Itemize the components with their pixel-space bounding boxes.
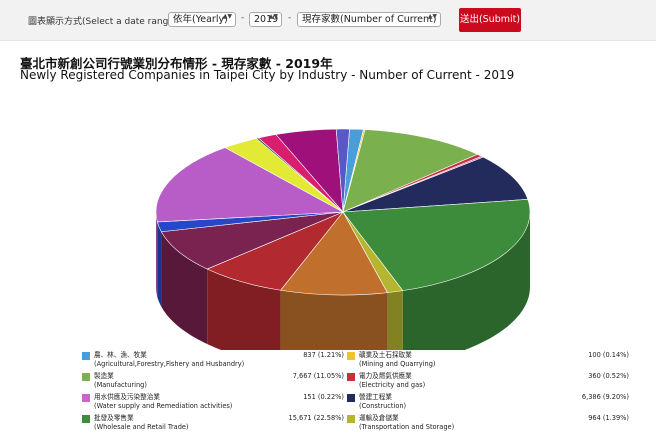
legend-label-en: (Construction) bbox=[359, 402, 407, 410]
pie-slice-side bbox=[387, 290, 403, 350]
legend-label-zh: 農、林、漁、牧業 bbox=[94, 351, 147, 359]
year-select-value: 2019 bbox=[254, 14, 279, 25]
pie-slice[interactable] bbox=[342, 129, 479, 213]
legend-value: 151 (0.22%) bbox=[303, 393, 344, 401]
legend-label-en: (Electricity and gas) bbox=[359, 381, 426, 389]
pie-slice-side bbox=[402, 212, 530, 350]
pie-slice[interactable] bbox=[155, 147, 345, 223]
period-select[interactable]: 依年(Yearly) ▲▼ bbox=[168, 12, 236, 27]
legend-label-en: (Mining and Quarrying) bbox=[359, 360, 436, 368]
legend-label-zh: 用水供應及污染整治業 bbox=[94, 393, 160, 401]
legend-item: 電力及燃氣供應業 (Electricity and gas) 360 (0.52%) bbox=[347, 371, 637, 391]
legend-swatch bbox=[347, 373, 355, 381]
separator: - bbox=[288, 13, 292, 23]
legend-item: 營建工程業 (Construction) 6,386 (9.20%) bbox=[347, 392, 637, 412]
pie-slice[interactable] bbox=[280, 211, 388, 296]
pie-slice-side bbox=[280, 290, 388, 350]
legend-swatch bbox=[82, 415, 90, 423]
chart-subtitle: Newly Registered Companies in Taipei Cit… bbox=[20, 68, 515, 82]
legend-item: 批發及零售業 (Wholesale and Retail Trade) 15,671… bbox=[82, 413, 344, 433]
separator: - bbox=[241, 13, 245, 23]
measure-select-value: 現存家數(Number of Current) bbox=[302, 14, 437, 25]
legend-label-en: (Transportation and Storage) bbox=[359, 423, 455, 431]
legend-value: 7,667 (11.05%) bbox=[292, 372, 344, 380]
year-select[interactable]: 2019 ▲▼ bbox=[249, 12, 282, 27]
pie-chart bbox=[155, 128, 531, 350]
pie-slice[interactable] bbox=[342, 199, 531, 291]
legend-value: 6,386 (9.20%) bbox=[581, 393, 629, 401]
legend-label-zh: 運輸及倉儲業 bbox=[359, 414, 399, 422]
pie-slice-side bbox=[161, 231, 208, 344]
legend-swatch bbox=[347, 415, 355, 423]
pie-slice[interactable] bbox=[342, 156, 529, 213]
legend-item: 運輸及倉儲業 (Transportation and Storage) 964 (1… bbox=[347, 413, 637, 433]
legend-swatch bbox=[82, 352, 90, 360]
chart-title: 臺北市新創公司行號業別分布情形 - 現存家數 - 2019年 bbox=[20, 56, 333, 71]
legend-value: 100 (0.14%) bbox=[588, 351, 629, 359]
legend-label-zh: 製造業 bbox=[94, 372, 114, 380]
submit-button[interactable]: 送出(Submit) bbox=[459, 8, 521, 32]
legend-swatch bbox=[347, 394, 355, 402]
legend-item: 用水供應及污染整治業 (Water supply and Remediation … bbox=[82, 392, 344, 412]
measure-select[interactable]: 現存家數(Number of Current) ▲▼ bbox=[297, 12, 441, 27]
filter-toolbar: 圖表顯示方式(Select a date range) : 依年(Yearly)… bbox=[0, 0, 656, 41]
measure-select-arrow-icon: ▲▼ bbox=[427, 13, 437, 20]
legend-label-zh: 營建工程業 bbox=[359, 393, 392, 401]
legend-value: 837 (1.21%) bbox=[303, 351, 344, 359]
legend-swatch bbox=[82, 394, 90, 402]
legend-label-en: (Wholesale and Retail Trade) bbox=[94, 423, 189, 431]
legend-label-zh: 電力及燃氣供應業 bbox=[359, 372, 412, 380]
legend-value: 964 (1.39%) bbox=[588, 414, 629, 422]
pie-slice-side bbox=[157, 221, 162, 307]
legend-label-en: (Manufacturing) bbox=[94, 381, 147, 389]
date-range-label: 圖表顯示方式(Select a date range) : bbox=[28, 17, 184, 27]
period-select-value: 依年(Yearly) bbox=[173, 14, 228, 25]
legend-swatch bbox=[347, 352, 355, 360]
year-select-arrow-icon: ▲▼ bbox=[268, 13, 278, 20]
legend-label-en: (Agricultural,Forestry,Fishery and Husba… bbox=[94, 360, 245, 368]
legend-label-zh: 礦業及土石採取業 bbox=[359, 351, 412, 359]
legend-value: 360 (0.52%) bbox=[588, 372, 629, 380]
legend-swatch bbox=[82, 373, 90, 381]
pie-slice-side bbox=[207, 269, 281, 350]
legend-item: 礦業及土石採取業 (Mining and Quarrying) 100 (0.14%… bbox=[347, 350, 637, 370]
legend-label-zh: 批發及零售業 bbox=[94, 414, 134, 422]
legend-label-en: (Water supply and Remediation activities… bbox=[94, 402, 233, 410]
legend-item: 農、林、漁、牧業 (Agricultural,Forestry,Fishery a… bbox=[82, 350, 344, 370]
legend-value: 15,671 (22.58%) bbox=[288, 414, 344, 422]
pie-slice-side bbox=[156, 212, 158, 297]
chart-legend: 農、林、漁、牧業 (Agricultural,Forestry,Fishery a… bbox=[0, 350, 656, 436]
pie-slice[interactable] bbox=[335, 128, 350, 213]
pie-slice[interactable] bbox=[160, 211, 344, 270]
legend-item: 製造業 (Manufacturing) 7,667 (11.05%) bbox=[82, 371, 344, 391]
period-select-arrow-icon: ▲▼ bbox=[222, 13, 232, 20]
